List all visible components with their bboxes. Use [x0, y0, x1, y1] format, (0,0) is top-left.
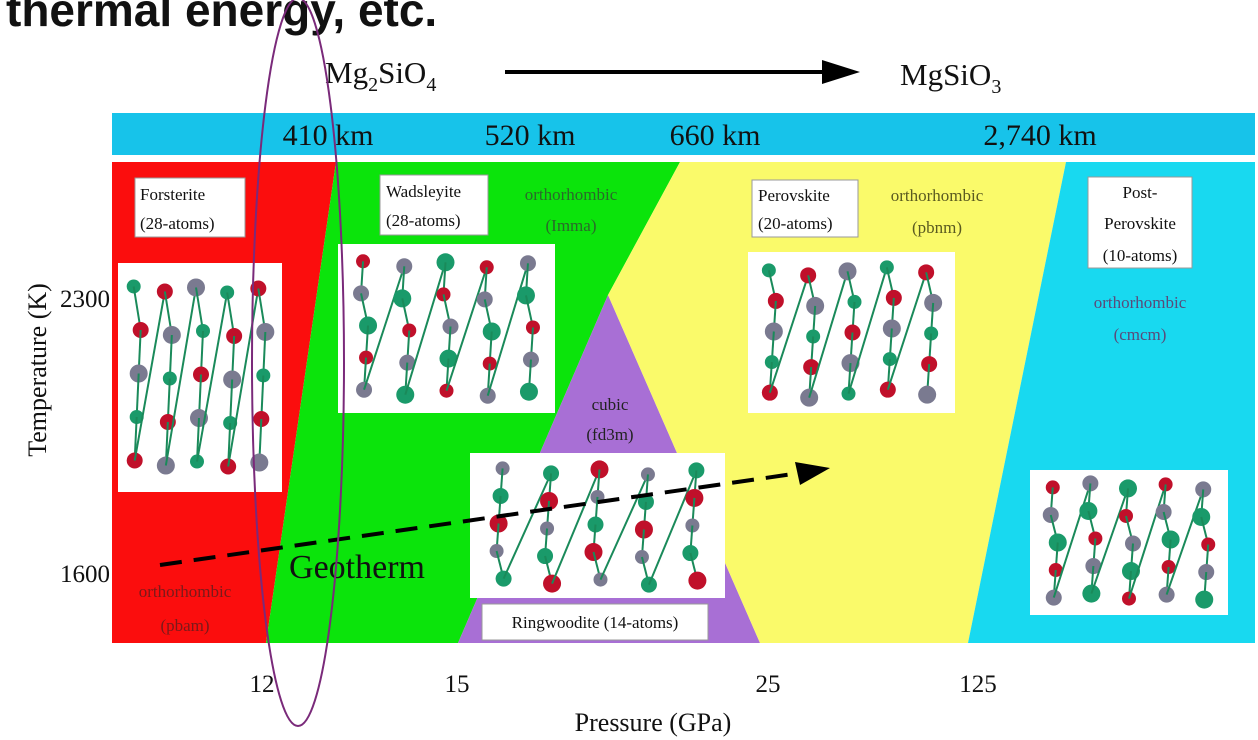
depth-label: 2,740 km — [983, 119, 1096, 152]
symmetry-group: (Imma) — [546, 216, 597, 235]
crystal-bond — [1165, 489, 1205, 595]
highlight-ellipse — [251, 0, 345, 727]
crystal-bond — [1052, 483, 1092, 598]
phase-name: Post- — [1123, 183, 1158, 202]
crystal-bond — [135, 373, 140, 418]
crystal-bond — [486, 262, 529, 397]
formula-sub: 4 — [426, 74, 436, 96]
x-tick-label: 125 — [959, 671, 997, 698]
geotherm-label: Geotherm — [289, 549, 425, 586]
crystal-atom — [688, 571, 707, 590]
x-tick-label: 12 — [250, 671, 275, 698]
phase-name: Perovskite — [758, 186, 830, 205]
y-axis-title: Temperature (K) — [23, 283, 52, 457]
crystal-bond — [164, 287, 197, 466]
label-box — [1087, 176, 1193, 269]
crystal-bond — [808, 271, 849, 398]
depth-label: 660 km — [670, 119, 761, 152]
symmetry-group: (pbnm) — [912, 218, 962, 237]
formula-part: SiO — [378, 55, 426, 90]
x-tick-label: 15 — [445, 671, 470, 698]
y-tick-label: 1600 — [60, 561, 110, 588]
crystal-bond — [133, 291, 166, 461]
symmetry-group: (pbam) — [160, 616, 209, 635]
crystal-bond — [502, 472, 552, 580]
symmetry-system: orthorhombic — [891, 186, 984, 205]
crystal-bond — [196, 292, 229, 462]
y-tick-label: 2300 — [60, 286, 110, 313]
crystal-bond — [648, 470, 698, 585]
formula-sub: 3 — [991, 76, 1001, 98]
crystal-bond — [195, 287, 204, 332]
crystal-atom — [1155, 503, 1172, 520]
depth-label: 410 km — [283, 119, 374, 152]
formula-from: Mg2SiO4 — [325, 55, 436, 96]
crystal-bond — [768, 275, 810, 393]
x-tick-label: 25 — [756, 671, 781, 698]
page-title: thermal energy, etc. — [6, 0, 437, 36]
crystal-bond — [363, 265, 406, 391]
symmetry-system: orthorhombic — [139, 582, 232, 601]
crystal-bond — [404, 261, 447, 396]
phase-atoms: (20-atoms) — [758, 214, 833, 233]
phase-atoms: (28-atoms) — [386, 211, 461, 230]
formula-to: MgSiO3 — [900, 57, 1001, 98]
crystal-bond — [262, 331, 267, 376]
x-axis-title: Pressure (GPa) — [575, 708, 732, 737]
geotherm-line — [159, 471, 801, 567]
phase-name: Forsterite — [140, 185, 205, 204]
crystal-bond — [886, 272, 928, 390]
crystal-bond — [168, 334, 173, 379]
phase-atoms: (28-atoms) — [140, 214, 215, 233]
phase-name: Perovskite — [1104, 214, 1176, 233]
crystal-atom — [519, 382, 538, 401]
crystal-bond — [229, 379, 234, 424]
label-box — [481, 603, 709, 641]
symmetry-system: orthorhombic — [525, 185, 618, 204]
symmetry-system: orthorhombic — [1094, 293, 1187, 312]
formula-part: MgSiO — [900, 57, 991, 92]
symmetry-system: cubic — [592, 395, 629, 414]
label-box — [751, 179, 859, 238]
symmetry-group: (cmcm) — [1114, 325, 1167, 344]
formula-sub: 2 — [368, 74, 378, 96]
formula-part: Mg — [325, 55, 368, 90]
phase-name: Wadsleyite — [386, 182, 461, 201]
crystal-bond — [551, 469, 601, 584]
label-box — [379, 174, 489, 236]
crystal-bond — [599, 473, 649, 581]
crystal-bond — [1090, 488, 1129, 594]
phase-atoms: (10-atoms) — [1103, 246, 1178, 265]
geotherm-arrow-head — [795, 462, 830, 485]
arrow-head — [822, 60, 860, 84]
depth-label: 520 km — [485, 119, 576, 152]
crystal-atom — [918, 385, 937, 404]
crystal-bond — [445, 266, 488, 392]
crystal-atom — [1195, 590, 1214, 609]
symmetry-group: (fd3m) — [586, 425, 633, 444]
label-box — [134, 177, 246, 238]
crystal-bond — [847, 267, 888, 394]
depth-bar — [112, 113, 1255, 155]
crystal-images — [118, 244, 1228, 615]
phase-name: Ringwoodite (14-atoms) — [512, 613, 679, 632]
crystal-bond — [1128, 484, 1167, 599]
